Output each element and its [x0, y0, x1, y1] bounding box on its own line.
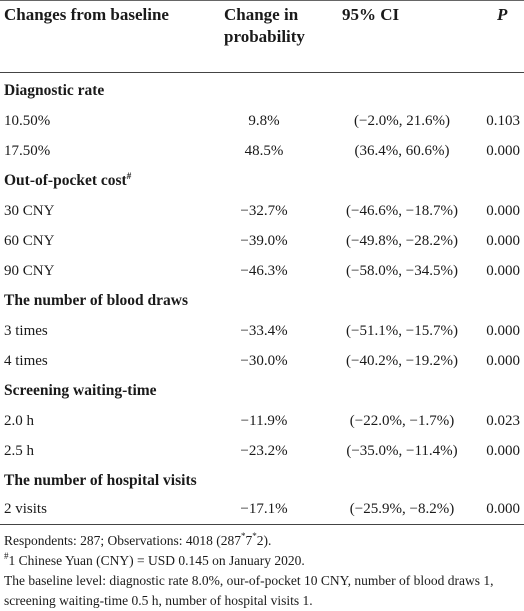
table-row: 90 CNY −46.3% (−58.0%, −34.5%) 0.000 [0, 256, 524, 286]
row-p: 0.000 [486, 203, 520, 219]
section-title: Screening waiting-time [4, 382, 157, 399]
table-row: 2 visits −17.1% (−25.9%, −8.2%) 0.000 [0, 494, 524, 524]
header-change-in-probability: Change in probability [224, 5, 305, 46]
footnote-respondents: Respondents: 287; Observations: 4018 (28… [4, 531, 272, 549]
section-number-of-hospital-visits: The number of hospital visits [0, 466, 524, 496]
row-p: 0.000 [486, 233, 520, 249]
row-p: 0.000 [486, 501, 520, 517]
table-row: 4 times −30.0% (−40.2%, −19.2%) 0.000 [0, 346, 524, 376]
table-row: 3 times −33.4% (−51.1%, −15.7%) 0.000 [0, 316, 524, 346]
section-diagnostic-rate: Diagnostic rate [0, 76, 524, 106]
row-change: −23.2% [240, 443, 288, 459]
section-number-of-blood-draws: The number of blood draws [0, 286, 524, 316]
section-title: The number of hospital visits [4, 472, 197, 489]
section-title: Diagnostic rate [4, 82, 105, 99]
section-title: Out-of-pocket cost# [4, 171, 132, 190]
row-ci: (−22.0%, −1.7%) [349, 413, 455, 429]
row-change: −39.0% [240, 233, 288, 249]
footnote-baseline: The baseline level: diagnostic rate 8.0%… [4, 573, 494, 608]
row-label: 2.0 h [4, 413, 34, 429]
row-p: 0.000 [486, 143, 520, 159]
row-p: 0.000 [486, 353, 520, 369]
footnote-currency: #1 Chinese Yuan (CNY) = USD 0.145 on Jan… [4, 551, 305, 569]
row-ci: (−51.1%, −15.7%) [346, 323, 458, 339]
row-ci: (−35.0%, −11.4%) [346, 443, 458, 459]
section-screening-waiting-time: Screening waiting-time [0, 376, 524, 406]
header-rule [0, 72, 524, 73]
table-row: 10.50% 9.8% (−2.0%, 21.6%) 0.103 [0, 106, 524, 136]
row-ci: (−58.0%, −34.5%) [346, 263, 458, 279]
row-ci: (−46.6%, −18.7%) [346, 203, 458, 219]
row-label: 2.5 h [4, 443, 34, 459]
row-p: 0.000 [486, 443, 520, 459]
header-95-ci: 95% CI [342, 5, 400, 24]
row-p: 0.000 [486, 263, 520, 279]
row-ci: (−49.8%, −28.2%) [346, 233, 458, 249]
row-label: 17.50% [4, 143, 51, 159]
table-row: 30 CNY −32.7% (−46.6%, −18.7%) 0.000 [0, 196, 524, 226]
row-label: 30 CNY [4, 203, 55, 219]
row-change: −46.3% [240, 263, 288, 279]
row-ci: (−2.0%, 21.6%) [354, 113, 450, 129]
footnote-mark: # [126, 171, 132, 181]
row-change: −17.1% [240, 501, 288, 517]
table-top-rule [0, 0, 524, 1]
section-out-of-pocket-cost: Out-of-pocket cost# [0, 166, 524, 196]
table-row: 2.0 h −11.9% (−22.0%, −1.7%) 0.023 [0, 406, 524, 436]
row-ci: (−40.2%, −19.2%) [346, 353, 458, 369]
table-row: 60 CNY −39.0% (−49.8%, −28.2%) 0.000 [0, 226, 524, 256]
table-row: 17.50% 48.5% (36.4%, 60.6%) 0.000 [0, 136, 524, 166]
row-change: −30.0% [240, 353, 288, 369]
table-row: 2.5 h −23.2% (−35.0%, −11.4%) 0.000 [0, 436, 524, 466]
row-p: 0.023 [486, 413, 520, 429]
row-label: 4 times [4, 353, 48, 369]
section-title: The number of blood draws [4, 292, 189, 309]
row-label: 60 CNY [4, 233, 55, 249]
header-changes-from-baseline: Changes from baseline [4, 5, 169, 24]
row-change: 9.8% [248, 113, 280, 129]
row-change: −33.4% [240, 323, 288, 339]
row-p: 0.103 [486, 113, 520, 129]
row-label: 2 visits [4, 501, 47, 517]
row-change: −11.9% [240, 413, 288, 429]
row-change: 48.5% [244, 143, 284, 159]
row-p: 0.000 [486, 323, 520, 339]
table-bottom-rule [0, 524, 524, 525]
row-label: 90 CNY [4, 263, 55, 279]
header-p-value: P [497, 5, 508, 24]
row-ci: (36.4%, 60.6%) [354, 143, 450, 159]
row-ci: (−25.9%, −8.2%) [349, 501, 455, 517]
row-change: −32.7% [240, 203, 288, 219]
row-label: 10.50% [4, 113, 51, 129]
row-label: 3 times [4, 323, 48, 339]
